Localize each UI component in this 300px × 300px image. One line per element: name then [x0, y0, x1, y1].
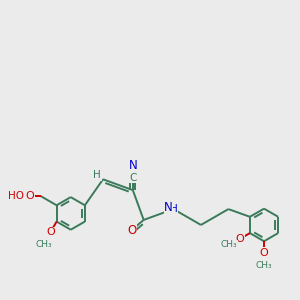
- Text: O: O: [260, 248, 268, 258]
- Text: CH₃: CH₃: [221, 241, 238, 250]
- Text: H: H: [16, 191, 23, 201]
- Text: CH₃: CH₃: [256, 260, 272, 269]
- Text: O: O: [236, 234, 244, 244]
- Text: O: O: [46, 227, 55, 237]
- Text: H: H: [94, 170, 101, 180]
- Text: N: N: [128, 159, 137, 172]
- Text: O: O: [25, 191, 34, 201]
- Text: C: C: [129, 173, 136, 183]
- Text: HO: HO: [8, 191, 24, 201]
- Text: N: N: [164, 201, 173, 214]
- Text: CH₃: CH₃: [35, 240, 52, 249]
- Text: O: O: [127, 224, 136, 237]
- Text: H: H: [169, 204, 177, 214]
